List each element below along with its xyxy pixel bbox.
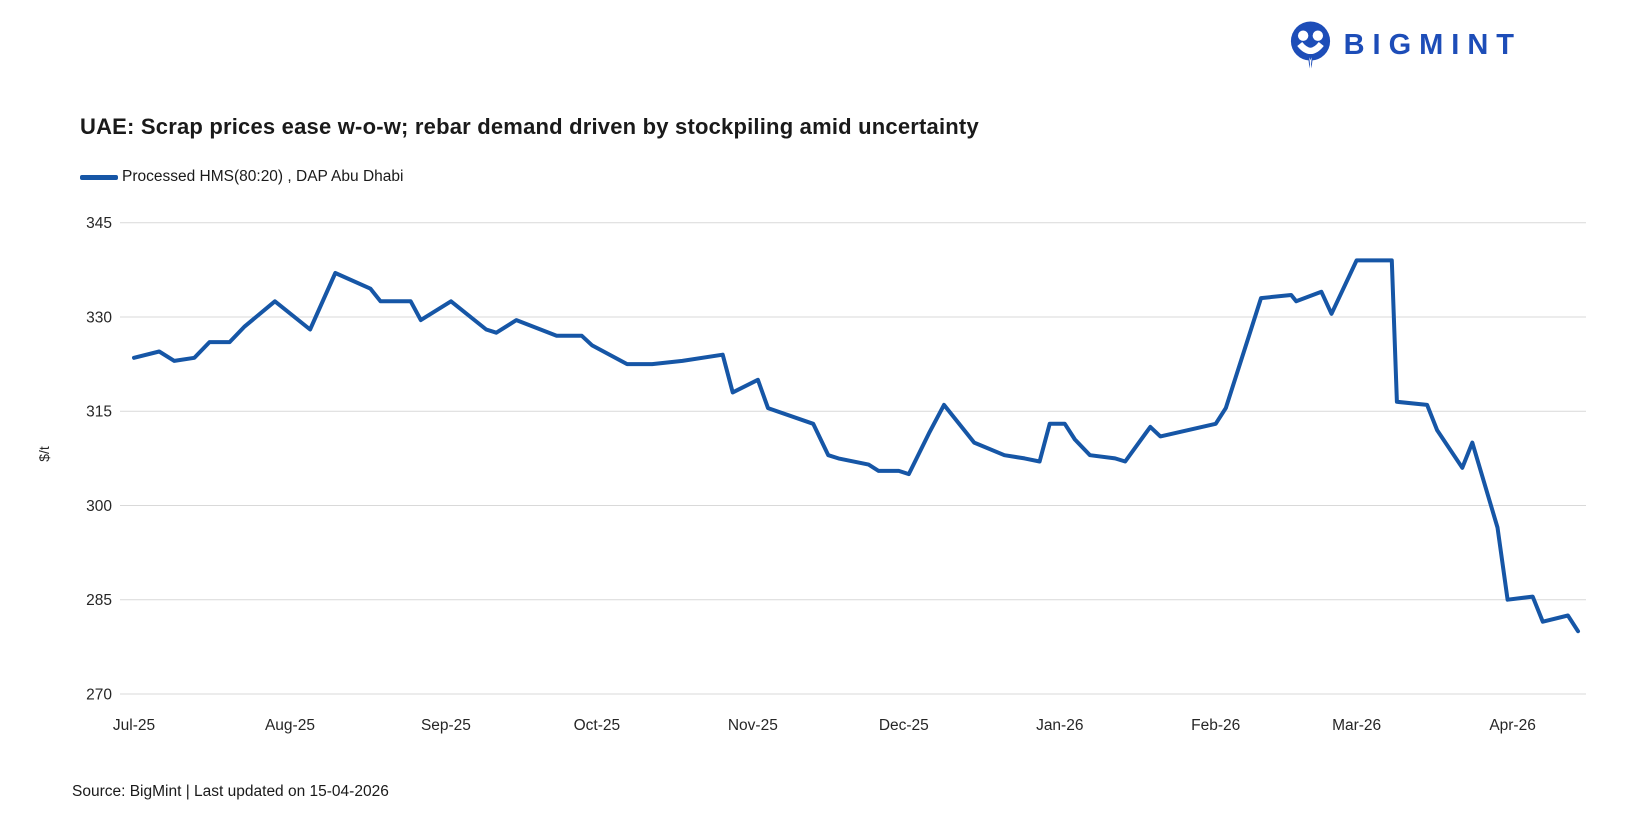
bigmint-logo-text: BIGMINT [1343, 28, 1522, 61]
y-tick-label: 270 [86, 687, 112, 704]
legend-series-label: Processed HMS(80:20) , DAP Abu Dhabi [122, 168, 404, 185]
x-tick-label: Mar-26 [1332, 717, 1381, 734]
price-line-series [132, 258, 1580, 634]
x-tick-label: Jul-25 [113, 717, 155, 734]
x-tick-label: Oct-25 [574, 717, 621, 734]
y-tick-label: 300 [86, 498, 112, 515]
source-note: Source: BigMint | Last updated on 15-04-… [72, 783, 389, 800]
y-tick-label: 285 [86, 592, 112, 609]
x-tick-label: Nov-25 [728, 717, 778, 734]
x-tick-label: Apr-26 [1489, 717, 1536, 734]
bigmint-mascot-icon [1287, 20, 1334, 70]
y-tick-label: 315 [86, 404, 112, 421]
y-axis-label: $/t [36, 446, 52, 462]
y-tick-label: 330 [86, 309, 112, 326]
x-tick-label: Feb-26 [1191, 717, 1240, 734]
y-tick-label: 345 [86, 215, 112, 232]
chart-legend: Processed HMS(80:20) , DAP Abu Dhabi [80, 168, 403, 186]
x-tick-label: Jan-26 [1036, 717, 1083, 734]
x-tick-label: Aug-25 [265, 717, 315, 734]
bigmint-logo: BIGMINT [1287, 20, 1522, 70]
x-tick-label: Sep-25 [421, 717, 471, 734]
chart-title: UAE: Scrap prices ease w-o-w; rebar dema… [80, 114, 979, 139]
legend-line-swatch [80, 174, 118, 180]
x-tick-label: Dec-25 [879, 717, 929, 734]
